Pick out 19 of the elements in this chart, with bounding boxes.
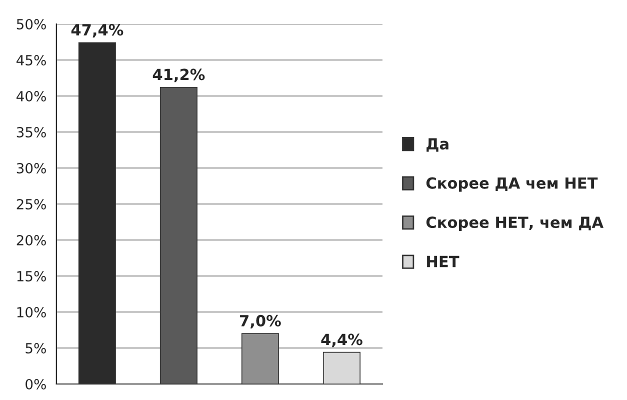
y-tick-label: 25% <box>16 198 46 210</box>
data-label: 7,0% <box>240 314 281 328</box>
data-label: 41,2% <box>152 68 205 82</box>
y-tick-label: 50% <box>16 18 46 30</box>
y-tick-label: 15% <box>17 270 46 282</box>
data-label: 47,4% <box>71 24 124 38</box>
y-tick-label: 5% <box>26 342 46 354</box>
legend-label: Да <box>426 138 448 152</box>
y-tick-label: 45% <box>16 54 46 66</box>
legend-label: Скорее ДА чем НЕТ <box>426 177 598 192</box>
y-tick-label: 0% <box>26 378 46 390</box>
legend-label: НЕТ <box>427 256 460 268</box>
y-tick-label: 30% <box>16 162 46 174</box>
y-tick-label: 10% <box>17 306 46 318</box>
y-tick-label: 35% <box>16 126 46 138</box>
y-tick-label: 40% <box>16 90 46 102</box>
legend-label: Скорее НЕТ, чем ДА <box>426 216 604 232</box>
y-tick-label: 20% <box>16 234 46 246</box>
data-label: 4,4% <box>321 334 362 348</box>
